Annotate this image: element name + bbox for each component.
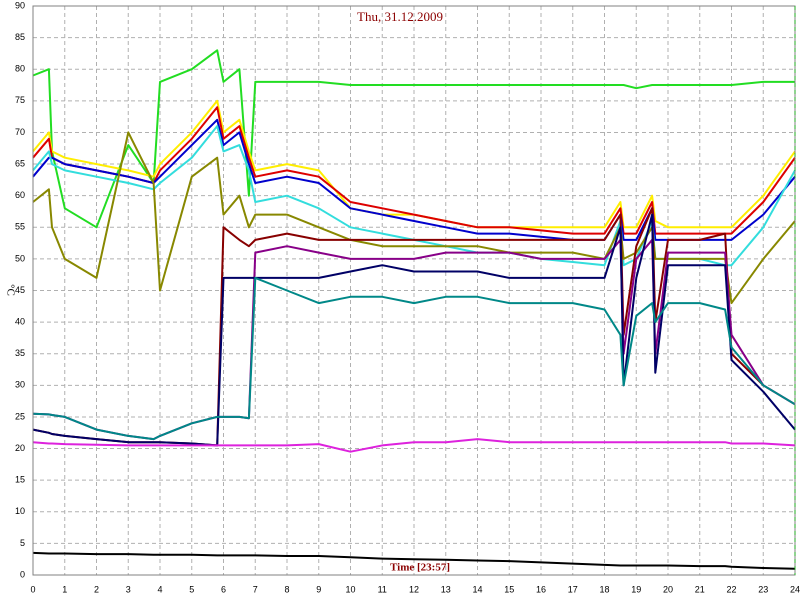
- y-tick-label: 65: [15, 158, 25, 168]
- series-line: [32, 213, 796, 447]
- y-tick-label: 40: [15, 316, 25, 326]
- x-tick-label: 22: [726, 584, 736, 594]
- x-tick-label: 4: [157, 584, 162, 594]
- y-tick-label: 90: [15, 0, 25, 10]
- y-tick-label: 25: [15, 411, 25, 421]
- y-tick-label: 80: [15, 64, 25, 74]
- x-tick-label: 13: [441, 584, 451, 594]
- x-tick-label: 0: [30, 584, 35, 594]
- series-line: [32, 438, 796, 453]
- x-tick-label: 16: [536, 584, 546, 594]
- y-tick-label: 30: [15, 380, 25, 390]
- y-tick-label: 20: [15, 443, 25, 453]
- series-line: [32, 551, 796, 570]
- y-axis-label: °C: [4, 284, 16, 296]
- y-tick-label: 0: [20, 569, 25, 579]
- x-tick-label: 23: [758, 584, 768, 594]
- y-tick-label: 55: [15, 222, 25, 232]
- x-tick-label: 18: [599, 584, 609, 594]
- x-tick-label: 11: [378, 584, 387, 594]
- x-axis-label: Time [23:57]: [390, 562, 450, 574]
- series-line: [32, 131, 796, 305]
- y-tick-label: 75: [15, 95, 25, 105]
- x-tick-label: 19: [631, 584, 641, 594]
- y-tick-label: 10: [15, 506, 25, 516]
- x-tick-label: 17: [568, 584, 578, 594]
- x-tick-label: 15: [504, 584, 514, 594]
- x-tick-label: 21: [695, 584, 705, 594]
- x-tick-label: 14: [472, 584, 482, 594]
- x-tick-label: 12: [409, 584, 419, 594]
- x-tick-label: 6: [221, 584, 226, 594]
- x-tick-label: 1: [62, 584, 67, 594]
- x-tick-label: 2: [94, 584, 99, 594]
- chart-title: Thu, 31.12.2009: [357, 9, 443, 24]
- y-tick-label: 35: [15, 348, 25, 358]
- series-line: [32, 276, 796, 441]
- x-tick-label: 9: [316, 584, 321, 594]
- plot-lines: [32, 49, 796, 570]
- x-tick-label: 5: [189, 584, 194, 594]
- x-tick-label: 7: [253, 584, 258, 594]
- x-tick-label: 8: [284, 584, 289, 594]
- series-line: [32, 118, 796, 241]
- y-tick-label: 5: [20, 538, 25, 548]
- x-tick-label: 20: [663, 584, 673, 594]
- x-tick-label: 10: [345, 584, 355, 594]
- x-tick-label: 24: [790, 584, 800, 594]
- y-tick-label: 60: [15, 190, 25, 200]
- y-tick-label: 85: [15, 32, 25, 42]
- x-tick-label: 3: [126, 584, 131, 594]
- y-tick-label: 70: [15, 127, 25, 137]
- y-tick-label: 15: [15, 475, 25, 485]
- y-tick-label: 45: [15, 285, 25, 295]
- y-tick-label: 50: [15, 253, 25, 263]
- plot-frame: [32, 5, 796, 576]
